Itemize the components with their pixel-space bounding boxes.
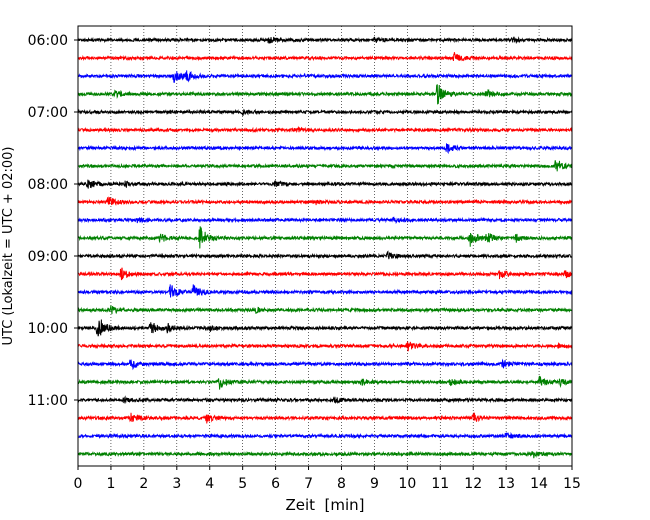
seismic-trace [77, 305, 573, 315]
y-axis: 06:00 07:00 08:00 09:00 10:00 11:00 [28, 33, 78, 409]
seismic-trace [77, 143, 573, 155]
x-tick-label: 1 [106, 476, 115, 492]
y-tick-label: 11:00 [28, 393, 68, 409]
seismic-trace [77, 52, 573, 62]
x-tick-label: 0 [74, 476, 83, 492]
x-tick-label: 7 [304, 476, 313, 492]
y-tick-label: 08:00 [28, 177, 68, 193]
y-tick-label: 06:00 [28, 33, 68, 49]
traces [77, 36, 573, 459]
y-tick-label: 09:00 [28, 249, 68, 265]
seismic-trace [77, 36, 573, 45]
x-tick-label: 14 [530, 476, 548, 492]
seismic-trace [77, 340, 573, 352]
seismic-trace [77, 226, 573, 249]
x-tick-label: 4 [205, 476, 214, 492]
seismic-trace [77, 411, 573, 424]
x-axis-label: Zeit [min] [285, 496, 364, 514]
y-axis-label: UTC (Lokalzeit = UTC + 02:00) [1, 147, 16, 346]
seismic-trace [77, 160, 573, 172]
seismic-trace [77, 319, 573, 337]
x-grid [110, 26, 540, 466]
seismic-trace [77, 450, 573, 459]
x-axis: 0 1 2 3 4 5 6 7 8 9 10 11 12 13 14 15 [74, 466, 581, 492]
seismic-trace [77, 358, 573, 371]
x-tick-label: 10 [398, 476, 416, 492]
x-tick-label: 15 [563, 476, 581, 492]
seismic-trace [77, 431, 573, 440]
seismic-trace [77, 267, 573, 281]
seismic-trace [77, 108, 573, 117]
x-tick-label: 6 [271, 476, 280, 492]
seismic-trace [77, 375, 573, 390]
x-tick-label: 13 [497, 476, 515, 492]
x-tick-label: 12 [464, 476, 482, 492]
seismic-trace [77, 125, 573, 134]
x-tick-label: 5 [238, 476, 247, 492]
seismic-trace [77, 284, 573, 298]
x-tick-label: 9 [370, 476, 379, 492]
x-tick-label: 3 [172, 476, 181, 492]
y-tick-label: 10:00 [28, 321, 68, 337]
seismic-trace [77, 250, 573, 260]
seismic-trace [77, 70, 573, 83]
seismic-trace [77, 196, 573, 206]
plot-area [78, 26, 572, 466]
x-tick-label: 8 [337, 476, 346, 492]
seismic-trace [77, 395, 573, 405]
y-tick-label: 07:00 [28, 105, 68, 121]
seismic-trace [77, 216, 573, 225]
x-tick-label: 11 [431, 476, 449, 492]
seismic-trace [77, 84, 573, 105]
plot-frame [77, 25, 573, 467]
x-tick-label: 2 [139, 476, 148, 492]
seismic-trace [77, 179, 573, 189]
